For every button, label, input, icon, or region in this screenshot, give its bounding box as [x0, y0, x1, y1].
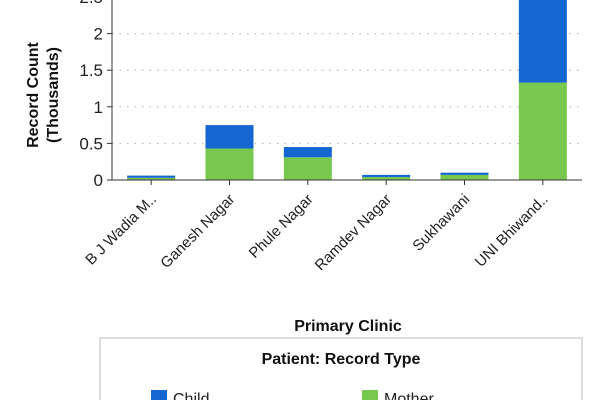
- x-axis-title: Primary Clinic: [294, 318, 402, 335]
- bar-child-4: [440, 172, 489, 175]
- y-tick-label: 1: [94, 98, 103, 117]
- legend: Patient: Record Type Child Mother: [99, 337, 583, 400]
- y-tick-label: 2: [94, 25, 103, 44]
- y-tick-label: 1.5: [79, 61, 103, 80]
- bar-mother-3: [362, 177, 411, 180]
- bar-mother-4: [440, 174, 489, 180]
- bars: [127, 0, 567, 180]
- y-tick-label: 2.5: [79, 0, 103, 7]
- bar-child-0: [127, 175, 176, 178]
- bar-child-3: [362, 174, 411, 178]
- bar-mother-1: [205, 148, 254, 180]
- legend-box: [99, 337, 583, 400]
- y-axis-ticks: 0 0.5 1 1.5 2 2.5: [79, 0, 112, 190]
- legend-label-child: Child: [173, 391, 209, 400]
- legend-swatch-mother: [362, 390, 378, 400]
- y-axis-title: Record Count: [25, 41, 42, 147]
- bar-child-2: [283, 147, 332, 158]
- bar-child-5: [518, 0, 567, 83]
- bar-child-1: [205, 125, 254, 149]
- x-tick-label: Phule Nagar: [246, 191, 317, 262]
- legend-swatch-child: [151, 390, 167, 400]
- y-tick-label: 0: [94, 171, 103, 190]
- legend-label-mother: Mother: [384, 391, 434, 400]
- y-axis-unit: (Thousands): [45, 47, 62, 143]
- x-tick-label: UNI Bhiwand..: [472, 191, 552, 271]
- x-tick-label: Sukhawani: [409, 191, 473, 255]
- bar-mother-2: [283, 157, 332, 180]
- legend-entries: Child Mother: [151, 390, 434, 400]
- x-tick-label: Ramdev Nagar: [312, 191, 395, 274]
- bar-mother-5: [518, 82, 567, 180]
- y-tick-label: 0.5: [79, 134, 103, 153]
- x-tick-label: Ganesh Nagar: [157, 191, 238, 272]
- x-tick-label: B J Wadia M..: [82, 191, 160, 269]
- x-axis-ticks: B J Wadia M..Ganesh Nagar Phule NagarRamd…: [82, 180, 552, 274]
- legend-title: Patient: Record Type: [262, 351, 421, 368]
- gridlines: [112, 33, 582, 144]
- bar-mother-0: [127, 177, 176, 180]
